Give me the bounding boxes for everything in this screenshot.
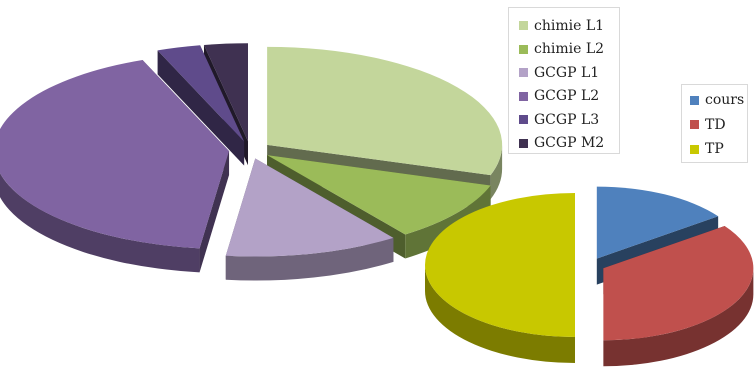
legend-label: chimie L2 [534, 41, 605, 58]
pie-slice-top [225, 158, 394, 257]
legend-label: GCGP L2 [534, 88, 600, 105]
pie-slice-tp [425, 193, 575, 363]
pie-slice-top [157, 45, 245, 142]
legend-label: cours [705, 92, 745, 109]
pie-slice-top [596, 186, 719, 259]
pie-slice-gcgp-l1 [225, 158, 394, 281]
legend-swatch [519, 91, 528, 101]
legend-item-gcgp-l3: GCGP L3 [519, 108, 619, 132]
legend-label: chimie L1 [534, 17, 605, 34]
legend-item-tp: TP [690, 137, 747, 162]
pie-slice-td [603, 225, 754, 367]
pie-slice-side [490, 144, 503, 200]
legend-item-gcgp-m2: GCGP M2 [519, 132, 619, 156]
legend-swatch [519, 21, 528, 31]
pie-slice-cut [157, 50, 245, 166]
legend-swatch [690, 120, 699, 130]
pie-slice-side [425, 265, 575, 363]
legend-programs: chimie L1 chimie L2 GCGP L1 GCGP L2 GCGP L3 G… [508, 7, 620, 154]
legend-label: GCGP M2 [534, 135, 605, 152]
pie-slice-top [425, 193, 575, 337]
legend-swatch [519, 68, 528, 78]
legend-swatch [690, 95, 699, 105]
pie-slice-top [267, 155, 491, 235]
pie-slice-top [203, 43, 249, 142]
pie-slice-top [603, 225, 754, 341]
pie-slice-side [603, 268, 754, 367]
legend-label: TP [705, 141, 724, 158]
legend-item-td: TD [690, 113, 747, 138]
pie-slice-side [0, 172, 200, 273]
legend-label: GCGP L1 [534, 64, 600, 81]
legend-swatch [519, 138, 528, 148]
legend-label: TD [705, 116, 726, 133]
pie-chart-programs [0, 43, 503, 281]
legend-item-cours: cours [690, 88, 747, 113]
legend-session-types: cours TD TP [681, 84, 748, 163]
legend-item-gcgp-l1: GCGP L1 [519, 61, 619, 85]
pie-slice-gcgp-l3 [157, 45, 245, 166]
legend-item-chimie-l2: chimie L2 [519, 38, 619, 62]
pie-slice-side [225, 237, 394, 281]
legend-swatch [519, 44, 528, 54]
pie-slice-top [267, 46, 503, 176]
legend-label: GCGP L3 [534, 111, 600, 128]
legend-swatch [690, 144, 699, 154]
legend-item-gcgp-l2: GCGP L2 [519, 85, 619, 109]
pie-chart-session-types [425, 186, 754, 367]
pie-slice-cut [199, 151, 230, 273]
legend-swatch [519, 115, 528, 125]
pie-slice-gcgp-l2 [0, 59, 230, 273]
pie-slice-top [0, 59, 230, 249]
pie-slice-side [405, 185, 491, 259]
legend-item-chimie-l1: chimie L1 [519, 14, 619, 38]
